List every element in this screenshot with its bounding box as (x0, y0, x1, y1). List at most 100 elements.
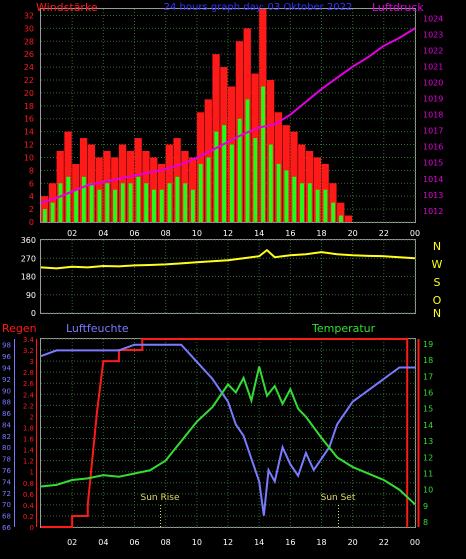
wind-tick-label: 20 (24, 89, 34, 98)
wind-tick-label: 6 (29, 179, 34, 188)
direction-tick-label: 0 (31, 309, 36, 318)
humidity-tick-label: 96 (2, 353, 11, 361)
humidity-axis-ticks: 66 68 70 72 74 76 78 80 82 84 86 88 90 92 94 96 98 (2, 342, 11, 532)
rain-axis-ticks: 0 0.2 0.4 0.6 0.8 1 1.2 1.4 1.6 1.8 2 2.2 2.4 2.6 2.8 3… (23, 336, 35, 532)
gust-bar (159, 189, 164, 222)
gust-bar (339, 215, 343, 222)
temperature-tick-label: 19 (423, 340, 433, 349)
compass-letter-s: S (434, 276, 441, 289)
pressure-tick-label: 1019 (423, 95, 443, 104)
direction-line (40, 248, 416, 270)
humidity-tick-label: 80 (2, 444, 11, 452)
pressure-tick-label: 1021 (423, 63, 443, 72)
humidity-tick-label: 74 (2, 478, 11, 486)
rain-tick-label: 1 (30, 469, 34, 477)
climate-x-tick-label: 16 (285, 538, 295, 547)
humidity-tick-label: 66 (2, 524, 11, 532)
wind-tick-label: 18 (24, 102, 34, 111)
gust-bar (245, 99, 250, 222)
rain-series (41, 338, 409, 528)
wind-tick-label: 28 (24, 37, 34, 46)
rain-tick-label: 3.2 (23, 347, 34, 355)
gust-bar (190, 189, 195, 222)
rain-tick-label: 0 (30, 524, 34, 532)
gust-bar (206, 157, 211, 222)
rain-tick-label: 0.6 (23, 491, 35, 499)
humidity-tick-label: 76 (2, 467, 11, 475)
wind-axis-title: Windstärke (36, 1, 98, 14)
gust-bar (284, 170, 289, 222)
gust-bar (81, 176, 86, 222)
compass-letter-o: O (433, 294, 442, 307)
wind-tick-label: 30 (24, 24, 34, 33)
rain-tick-label: 3 (30, 358, 34, 366)
climate-panel-grid (14, 338, 420, 528)
climate-x-tick-label: 04 (98, 538, 108, 547)
compass-letter-w: W (432, 258, 443, 271)
gust-bar (66, 176, 71, 222)
gust-bar (214, 131, 219, 222)
humidity-tick-label: 88 (2, 399, 11, 407)
gust-bar (261, 86, 266, 222)
wind-x-tick-label: 20 (348, 229, 358, 238)
pressure-axis-title: Luftdruck (372, 1, 424, 14)
wind-x-tick-label: 18 (316, 229, 326, 238)
rain-tick-label: 0.2 (23, 513, 34, 521)
rain-tick-label: 1.2 (23, 458, 34, 466)
pressure-line (40, 27, 416, 204)
pressure-tick-label: 1013 (423, 191, 443, 200)
gust-bar (300, 183, 304, 222)
wind-x-tick-label: 00 (410, 229, 420, 238)
wind-tick-label: 14 (24, 128, 34, 137)
pressure-tick-label: 1014 (423, 175, 443, 184)
gust-bar (58, 183, 63, 222)
wind-tick-label: 0 (29, 218, 34, 227)
pressure-tick-label: 1023 (423, 31, 443, 40)
rain-line (41, 338, 409, 528)
wind-x-tick-label: 22 (379, 229, 389, 238)
humidity-tick-label: 84 (2, 421, 11, 429)
gust-bar (222, 125, 227, 222)
pressure-tick-label: 1018 (423, 111, 443, 120)
gust-bar (136, 176, 141, 222)
wind-bar (344, 215, 353, 222)
humidity-tick-label: 78 (2, 456, 11, 464)
temperature-axis-ticks: 8 9 10 11 12 13 14 15 16 17 18 19 (423, 340, 433, 527)
temperature-tick-label: 16 (423, 388, 433, 397)
gust-bar (144, 183, 149, 222)
wind-tick-label: 12 (24, 141, 34, 150)
rain-axis-title: Regen (2, 322, 37, 335)
climate-x-tick-label: 14 (254, 538, 264, 547)
temperature-tick-label: 15 (423, 405, 433, 414)
temperature-series (40, 366, 416, 506)
climate-x-ticks: 02 04 06 08 10 12 14 16 18 20 22 00 (67, 538, 420, 547)
humidity-tick-label: 90 (2, 387, 11, 395)
compass-letter-n-bottom: N (433, 307, 441, 320)
pressure-series (40, 27, 416, 204)
rain-tick-label: 0.8 (23, 480, 34, 488)
humidity-tick-label: 70 (2, 501, 11, 509)
direction-tick-label: 180 (21, 273, 36, 282)
rain-tick-label: 2.8 (23, 369, 34, 377)
climate-x-tick-label: 06 (129, 538, 139, 547)
wind-x-tick-label: 12 (223, 229, 233, 238)
wind-bar (189, 157, 197, 222)
humidity-series (40, 343, 415, 516)
temperature-tick-label: 18 (423, 356, 433, 365)
humidity-tick-label: 92 (2, 376, 11, 384)
climate-x-tick-label: 12 (223, 538, 233, 547)
temperature-tick-label: 8 (423, 518, 428, 527)
gust-bar (198, 163, 203, 222)
gust-bars (42, 86, 343, 222)
pressure-tick-label: 1016 (423, 143, 443, 152)
rain-tick-label: 1.6 (23, 436, 35, 444)
temperature-tick-label: 12 (423, 453, 433, 462)
direction-panel-grid (41, 239, 416, 314)
humidity-tick-label: 94 (2, 364, 11, 372)
wind-x-tick-label: 04 (98, 229, 108, 238)
pressure-tick-label: 1015 (423, 159, 443, 168)
rain-tick-label: 3.4 (23, 336, 35, 344)
humidity-line (40, 343, 415, 516)
climate-x-tick-label: 02 (67, 538, 77, 547)
